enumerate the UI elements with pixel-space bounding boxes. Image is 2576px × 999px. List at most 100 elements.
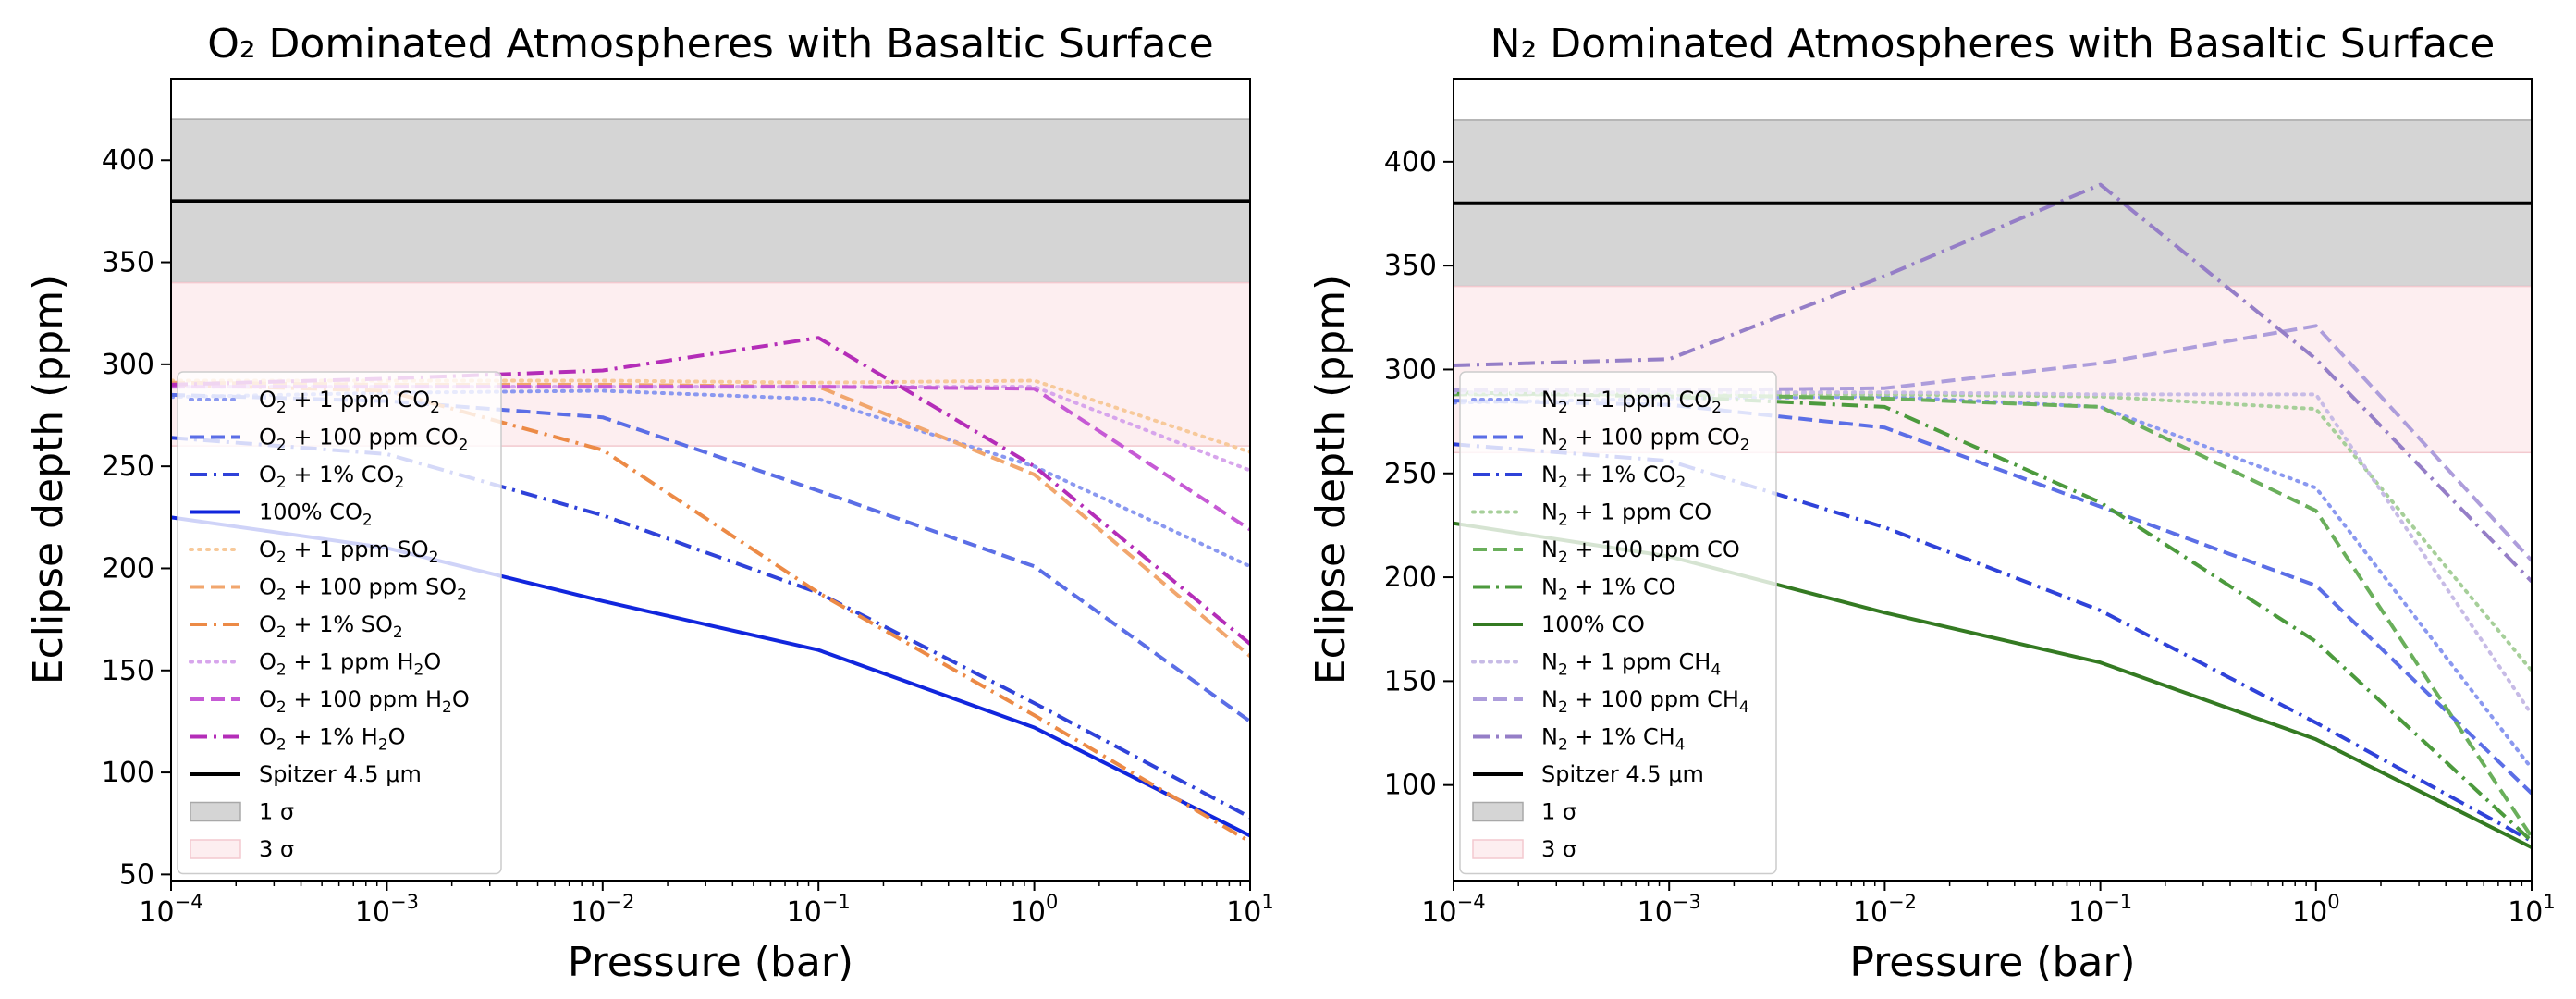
x-tick-base: 10 bbox=[1638, 896, 1673, 929]
legend-main: 100% CO bbox=[1541, 611, 1645, 637]
x-tick-base: 10 bbox=[1226, 896, 1261, 929]
x-tick-base: 10 bbox=[2068, 896, 2104, 929]
legend-main: N bbox=[1541, 425, 1558, 450]
legend-main: O bbox=[259, 611, 276, 637]
legend-entry-9: N2 + 100 ppm CH4 bbox=[1541, 686, 1749, 717]
legend-rest: + 100 ppm CH bbox=[1568, 686, 1739, 712]
legend-sub2: 2 bbox=[393, 623, 403, 642]
series-line-1 bbox=[171, 388, 1250, 569]
legend-tail: O bbox=[452, 686, 470, 712]
legend-rest: + 1% CH bbox=[1568, 724, 1675, 750]
legend-frame bbox=[1459, 371, 1777, 875]
legend-entry-8: N2 + 1 ppm CH4 bbox=[1541, 649, 1721, 680]
x-tick-exponent: 1 bbox=[1261, 891, 1273, 913]
legend-entry-3: N2 + 1% CO2 bbox=[1541, 462, 1686, 492]
y-tick-label: 400 bbox=[1384, 146, 1437, 179]
legend-sub2: 2 bbox=[429, 549, 439, 567]
legend-sub: 2 bbox=[276, 437, 287, 455]
legend-main: O bbox=[259, 536, 276, 562]
x-tick-label: 10−3 bbox=[355, 891, 419, 929]
plot-area bbox=[1454, 119, 2532, 849]
legend-sub: 2 bbox=[1558, 736, 1568, 755]
legend-sub: 2 bbox=[276, 661, 287, 680]
chart-title: N₂ Dominated Atmospheres with Basaltic S… bbox=[1490, 20, 2496, 68]
x-tick-exponent: 1 bbox=[2543, 891, 2555, 913]
legend-sub: 2 bbox=[276, 623, 287, 642]
legend-main: O bbox=[259, 425, 276, 450]
x-tick-exponent: −2 bbox=[1888, 891, 1917, 913]
x-axis-label: Pressure (bar) bbox=[568, 939, 853, 986]
legend-rest: + 1% H bbox=[287, 724, 378, 750]
x-tick-base: 10 bbox=[570, 896, 606, 929]
legend-main: O bbox=[259, 724, 276, 750]
legend-sub2: 2 bbox=[457, 586, 467, 605]
legend-entry-10: N2 + 1% CH4 bbox=[1541, 724, 1685, 755]
series-line-3 bbox=[1454, 442, 2532, 844]
legend-sub2: 4 bbox=[1675, 736, 1686, 755]
legend-sub2: 2 bbox=[442, 698, 452, 717]
legend-sub: 2 bbox=[1558, 698, 1568, 717]
legend-sub: 2 bbox=[1558, 549, 1568, 567]
legend-sub2: 2 bbox=[394, 474, 404, 492]
x-tick-base: 10 bbox=[355, 896, 390, 929]
legend-main: O bbox=[259, 462, 276, 487]
legend-main: N bbox=[1541, 724, 1558, 750]
legend-sub: 2 bbox=[362, 512, 373, 530]
legend-main: N bbox=[1541, 536, 1558, 562]
x-tick-label: 10−4 bbox=[139, 891, 202, 929]
series-line-5 bbox=[1454, 392, 2532, 838]
y-tick-label: 150 bbox=[1384, 665, 1437, 697]
x-tick-exponent: −2 bbox=[606, 891, 634, 913]
legend-entry-6: O2 + 100 ppm SO2 bbox=[259, 574, 467, 605]
legend-rest: + 1% CO bbox=[1568, 462, 1676, 487]
legend-entry-band: 1 σ bbox=[1541, 799, 1576, 825]
legend-rest: + 1 ppm CO bbox=[1568, 387, 1711, 413]
x-tick-exponent: −4 bbox=[175, 891, 203, 913]
x-tick-label: 101 bbox=[2508, 891, 2556, 929]
x-tick-base: 10 bbox=[787, 896, 822, 929]
legend-sub2: 4 bbox=[1711, 661, 1721, 680]
y-tick-label: 350 bbox=[102, 247, 154, 279]
legend-entry-5: O2 + 1 ppm SO2 bbox=[259, 536, 438, 567]
legend-sub: 2 bbox=[276, 698, 287, 717]
x-tick-exponent: −4 bbox=[1457, 891, 1486, 913]
legend-entry-band: 3 σ bbox=[1541, 836, 1576, 862]
x-tick-base: 10 bbox=[2292, 896, 2327, 929]
legend-sub2: 2 bbox=[378, 736, 388, 755]
series-line-5 bbox=[171, 378, 1250, 454]
legend-entry-spitzer: Spitzer 4.5 μm bbox=[1541, 761, 1704, 787]
legend-rest: + 1 ppm H bbox=[287, 649, 414, 675]
legend-sub: 2 bbox=[276, 586, 287, 605]
legend-sub: 2 bbox=[276, 474, 287, 492]
x-tick-exponent: −1 bbox=[822, 891, 851, 913]
x-tick-label: 10−4 bbox=[1421, 891, 1485, 929]
legend-entry-10: O2 + 1% H2O bbox=[259, 724, 406, 755]
x-tick-label: 10−3 bbox=[1638, 891, 1701, 929]
legend-tail: O bbox=[388, 724, 406, 750]
series-line-10 bbox=[1454, 182, 2532, 583]
legend-sub2: 2 bbox=[414, 661, 424, 680]
series-line-9 bbox=[171, 385, 1250, 532]
y-tick-label: 300 bbox=[102, 349, 154, 381]
legend-main: O bbox=[259, 686, 276, 712]
y-tick-label: 150 bbox=[102, 655, 154, 687]
legend-entry-5: N2 + 100 ppm CO bbox=[1541, 536, 1740, 567]
x-tick-base: 10 bbox=[1011, 896, 1046, 929]
series-line-10 bbox=[171, 336, 1250, 646]
legend-rest: + 100 ppm CO bbox=[1568, 425, 1740, 450]
legend-tail: O bbox=[423, 649, 441, 675]
x-tick-base: 10 bbox=[1421, 896, 1456, 929]
legend-rest: + 1 ppm CO bbox=[1568, 500, 1711, 525]
legend-entry-9: O2 + 100 ppm H2O bbox=[259, 686, 470, 717]
legend-sub: 2 bbox=[276, 736, 287, 755]
legend-sub2: 2 bbox=[430, 399, 440, 417]
legend-sub: 2 bbox=[1558, 586, 1568, 605]
legend-entry-3: O2 + 1% CO2 bbox=[259, 462, 404, 492]
x-tick-label: 100 bbox=[2292, 891, 2340, 929]
y-tick-label: 100 bbox=[102, 757, 154, 789]
legend-entry-2: O2 + 100 ppm CO2 bbox=[259, 425, 468, 455]
legend-sub: 2 bbox=[1558, 474, 1568, 492]
legend-sub2: 2 bbox=[1740, 437, 1750, 455]
